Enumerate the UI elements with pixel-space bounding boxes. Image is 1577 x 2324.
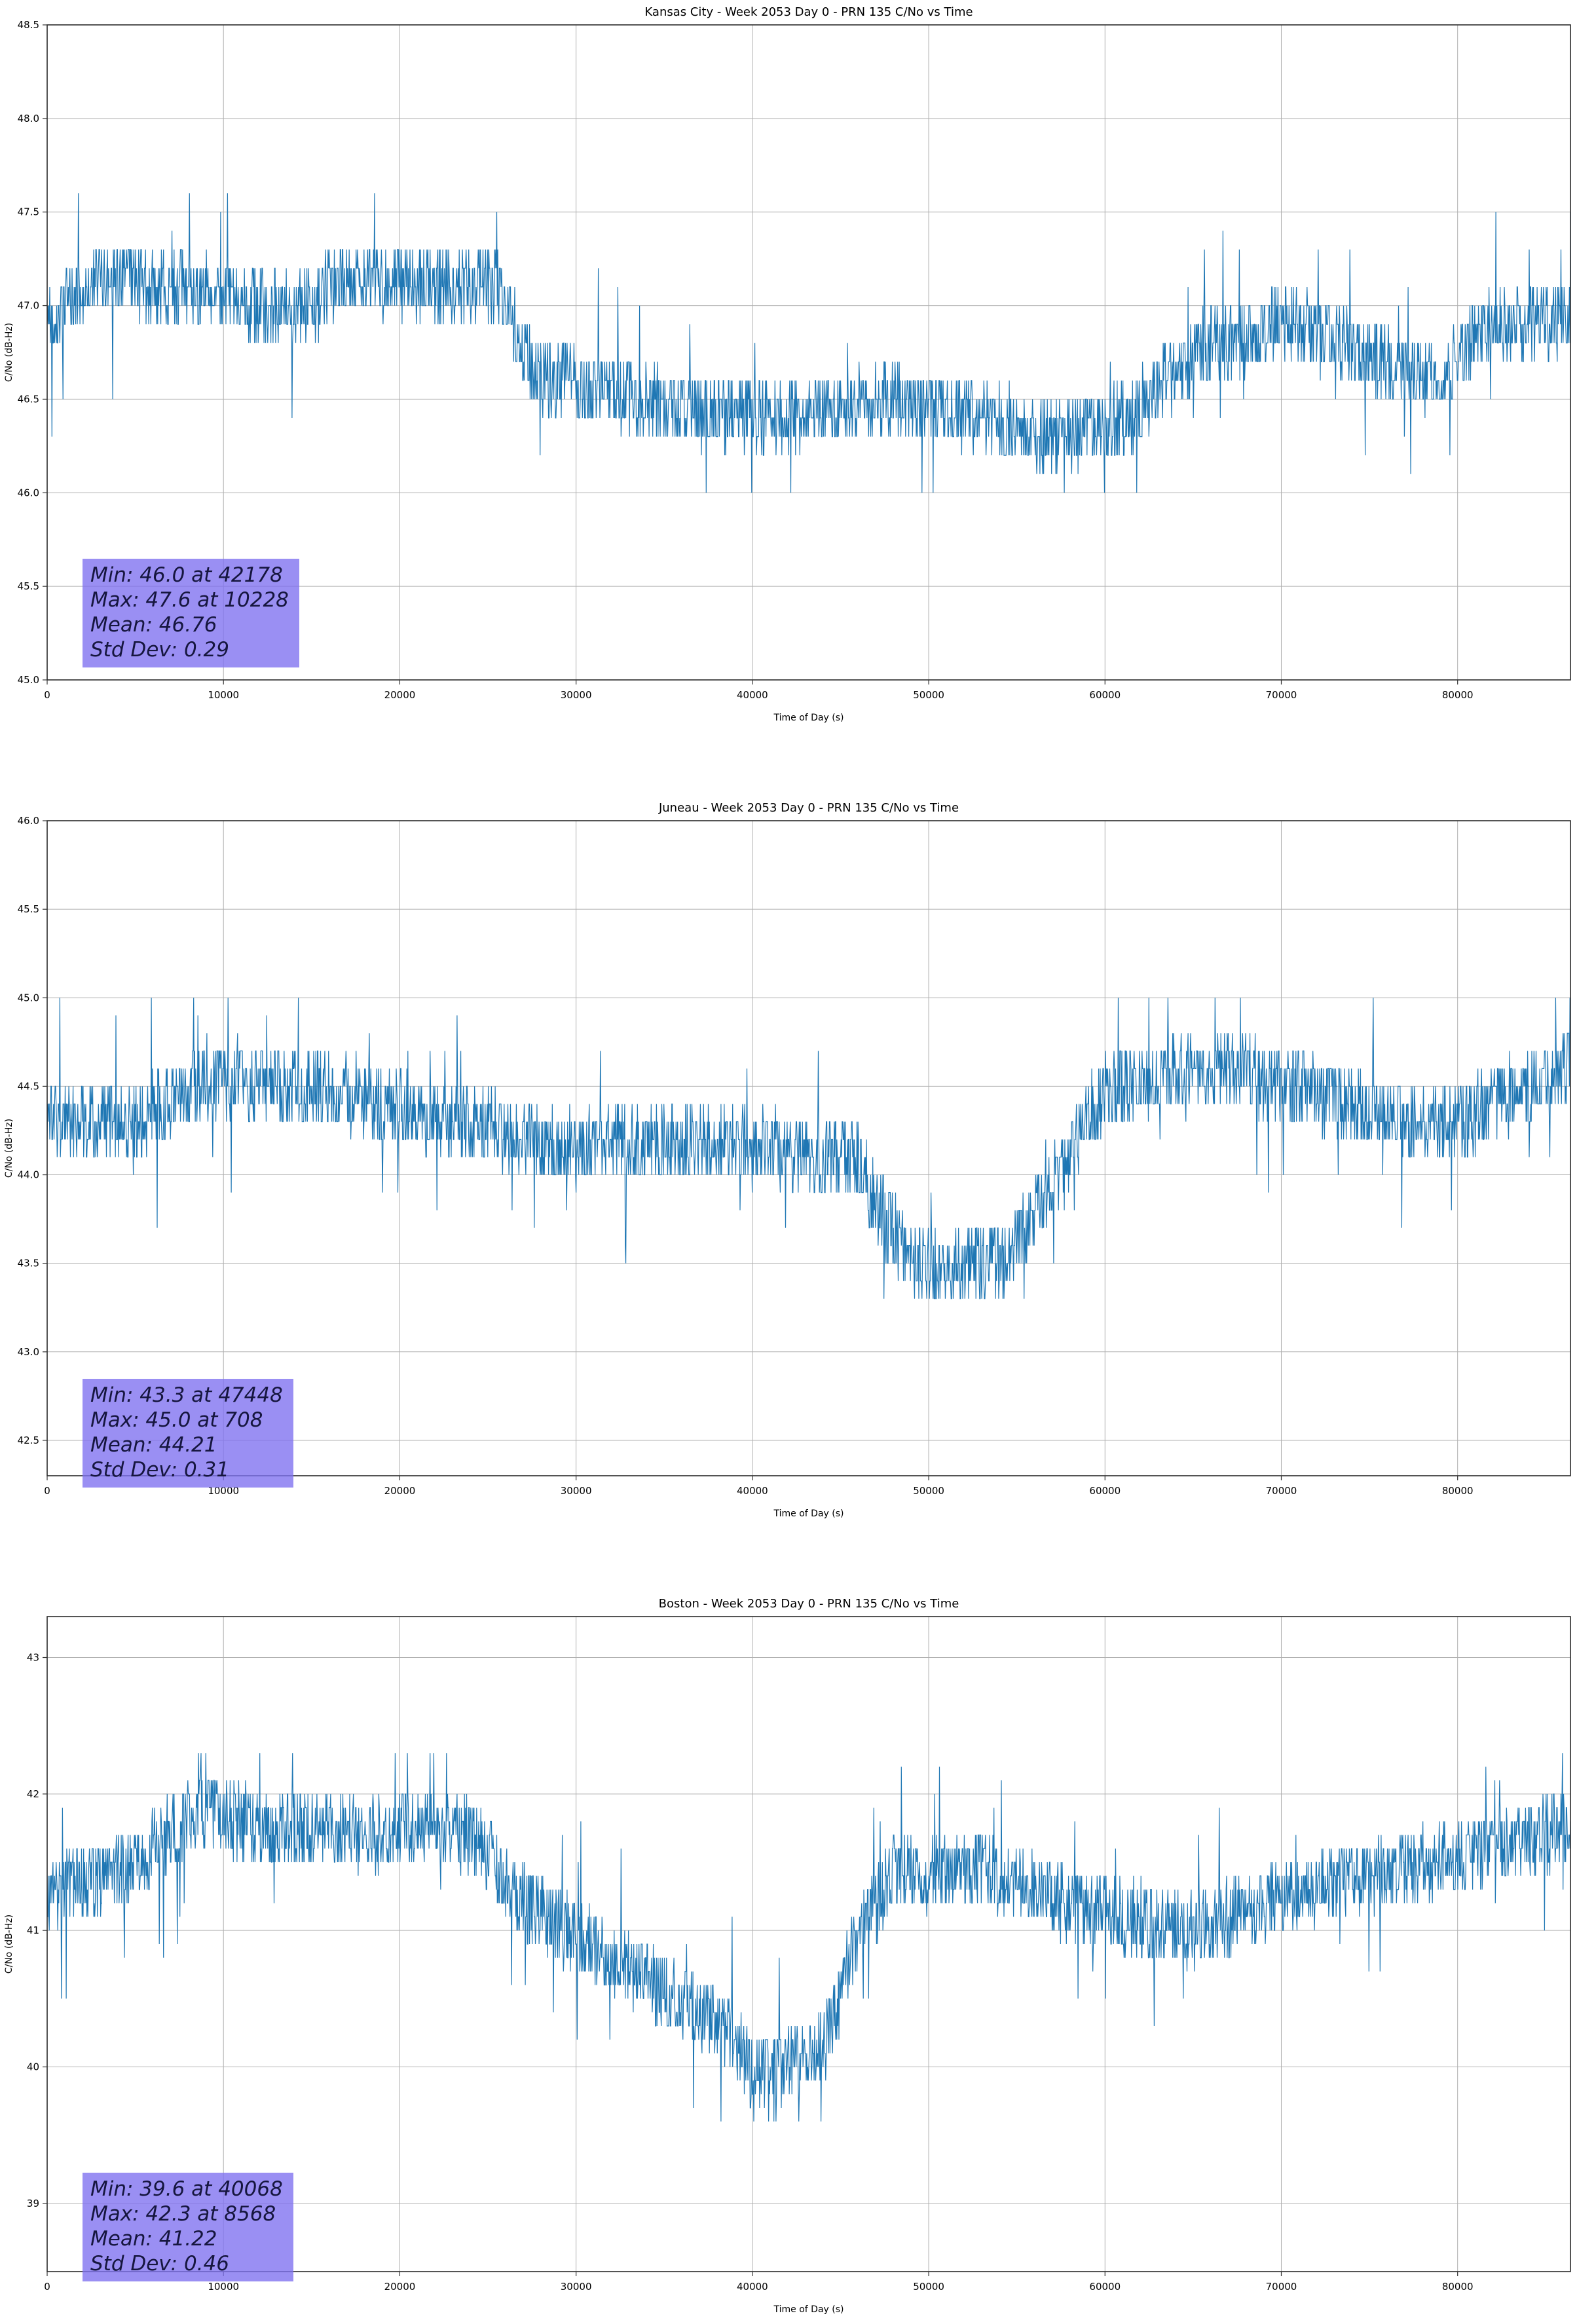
stats-stddev-line: Std Dev: 0.46	[90, 2252, 229, 2276]
y-tick-label: 41	[27, 1924, 39, 1936]
stats-stddev-line: Std Dev: 0.29	[90, 638, 229, 662]
x-tick-label: 10000	[208, 689, 239, 701]
stats-stddev-line: Std Dev: 0.31	[90, 1458, 229, 1482]
y-tick-label: 46.0	[18, 815, 39, 827]
figure-juneau: 0 10000 20000 30000 40000 50000 60000 70000 8000…	[0, 797, 1577, 1527]
plot-border	[46, 24, 1571, 681]
grid-lines	[46, 1617, 1570, 2272]
x-tick-label: 50000	[913, 689, 944, 701]
x-tick-label: 30000	[561, 2281, 592, 2293]
stats-annotation: Min: 39.6 at 40068 Max: 42.3 at 8568 Mea…	[83, 2173, 293, 2281]
x-tick-label: 50000	[913, 1485, 944, 1497]
x-axis-label: Time of Day (s)	[773, 2304, 844, 2315]
stats-min-line: Min: 39.6 at 40068	[90, 2177, 283, 2201]
stats-min-line: Min: 43.3 at 47448	[90, 1383, 283, 1407]
x-tick-label: 20000	[384, 689, 416, 701]
x-tick-label: 20000	[384, 2281, 416, 2293]
x-tick-label: 0	[44, 689, 50, 701]
x-tick-label: 70000	[1266, 1485, 1297, 1497]
y-tick-label: 45.5	[18, 903, 39, 915]
x-tick-label: 30000	[561, 689, 592, 701]
y-tick-label: 39	[27, 2198, 39, 2209]
stats-max-line: Max: 47.6 at 10228	[90, 588, 289, 612]
x-tick-label: 70000	[1266, 689, 1297, 701]
y-tick-label: 42	[27, 1788, 39, 1800]
x-tick-label: 60000	[1089, 689, 1121, 701]
stats-mean-line: Mean: 46.76	[90, 613, 217, 637]
chart-title: Juneau - Week 2053 Day 0 - PRN 135 C/No …	[658, 801, 959, 815]
cno-series-line	[46, 998, 1571, 1300]
y-tick-label: 40	[27, 2061, 39, 2073]
y-tick-label: 43	[27, 1652, 39, 1664]
chart-title: Kansas City - Week 2053 Day 0 - PRN 135 …	[644, 5, 973, 19]
y-tick-label: 43.5	[18, 1258, 39, 1269]
x-axis-label: Time of Day (s)	[773, 713, 844, 723]
plot-border	[46, 820, 1571, 1476]
x-tick-label: 20000	[384, 1485, 416, 1497]
y-tick-label: 45.0	[18, 992, 39, 1003]
y-tick-label: 42.5	[18, 1434, 39, 1446]
y-tick-label: 47.0	[18, 300, 39, 312]
x-tick-label: 40000	[737, 689, 768, 701]
cno-series-line	[47, 1753, 1571, 2122]
x-tick-label: 10000	[208, 1485, 239, 1497]
y-tick-label: 45.5	[18, 580, 39, 592]
stats-mean-line: Mean: 41.22	[90, 2227, 217, 2251]
x-tick-label: 10000	[208, 2281, 239, 2293]
x-tick-label: 60000	[1089, 2281, 1121, 2293]
stats-annotation: Min: 43.3 at 47448 Max: 45.0 at 708 Mean…	[83, 1379, 293, 1488]
axis-ticks: 0 10000 20000 30000 40000 50000 60000 70000 8000…	[18, 19, 1474, 701]
y-axis-label: C/No (dB-Hz)	[4, 1119, 14, 1178]
x-tick-label: 80000	[1442, 1485, 1474, 1497]
stats-mean-line: Mean: 44.21	[90, 1433, 217, 1457]
y-tick-label: 43.0	[18, 1346, 39, 1358]
y-tick-label: 48.5	[18, 19, 39, 31]
y-tick-label: 45.0	[18, 674, 39, 686]
x-tick-label: 40000	[737, 1485, 768, 1497]
y-axis-label: C/No (dB-Hz)	[4, 1915, 14, 1974]
y-tick-label: 46.5	[18, 393, 39, 405]
figure-kansas-city: 0 10000 20000 30000 40000 50000 60000 70000 8000…	[0, 1, 1577, 732]
y-tick-label: 44.5	[18, 1080, 39, 1092]
y-tick-label: 47.5	[18, 206, 39, 218]
y-axis-label: C/No (dB-Hz)	[4, 323, 14, 382]
figure-boston: 0 10000 20000 30000 40000 50000 60000 70000 8000…	[0, 1593, 1577, 2323]
x-tick-label: 0	[44, 1485, 50, 1497]
x-axis-label: Time of Day (s)	[773, 1509, 844, 1519]
stats-annotation: Min: 46.0 at 42178 Max: 47.6 at 10228 Me…	[83, 559, 299, 667]
stats-max-line: Max: 42.3 at 8568	[90, 2202, 276, 2226]
x-tick-label: 0	[44, 2281, 50, 2293]
y-tick-label: 44.0	[18, 1169, 39, 1181]
stats-min-line: Min: 46.0 at 42178	[90, 563, 283, 587]
x-tick-label: 70000	[1266, 2281, 1297, 2293]
x-tick-label: 30000	[561, 1485, 592, 1497]
y-tick-label: 46.0	[18, 487, 39, 498]
plot-border	[46, 1616, 1571, 2272]
axis-ticks: 0 10000 20000 30000 40000 50000 60000 70000 8000…	[27, 1652, 1474, 2293]
x-tick-label: 40000	[737, 2281, 768, 2293]
stats-max-line: Max: 45.0 at 708	[90, 1408, 263, 1432]
x-tick-label: 80000	[1442, 689, 1474, 701]
x-tick-label: 80000	[1442, 2281, 1474, 2293]
x-tick-label: 60000	[1089, 1485, 1121, 1497]
y-tick-label: 48.0	[18, 113, 39, 124]
chart-title: Boston - Week 2053 Day 0 - PRN 135 C/No …	[659, 1597, 959, 1611]
axis-ticks: 0 10000 20000 30000 40000 50000 60000 70000 8000…	[18, 815, 1474, 1497]
cno-series-line	[46, 193, 1571, 493]
x-tick-label: 50000	[913, 2281, 944, 2293]
